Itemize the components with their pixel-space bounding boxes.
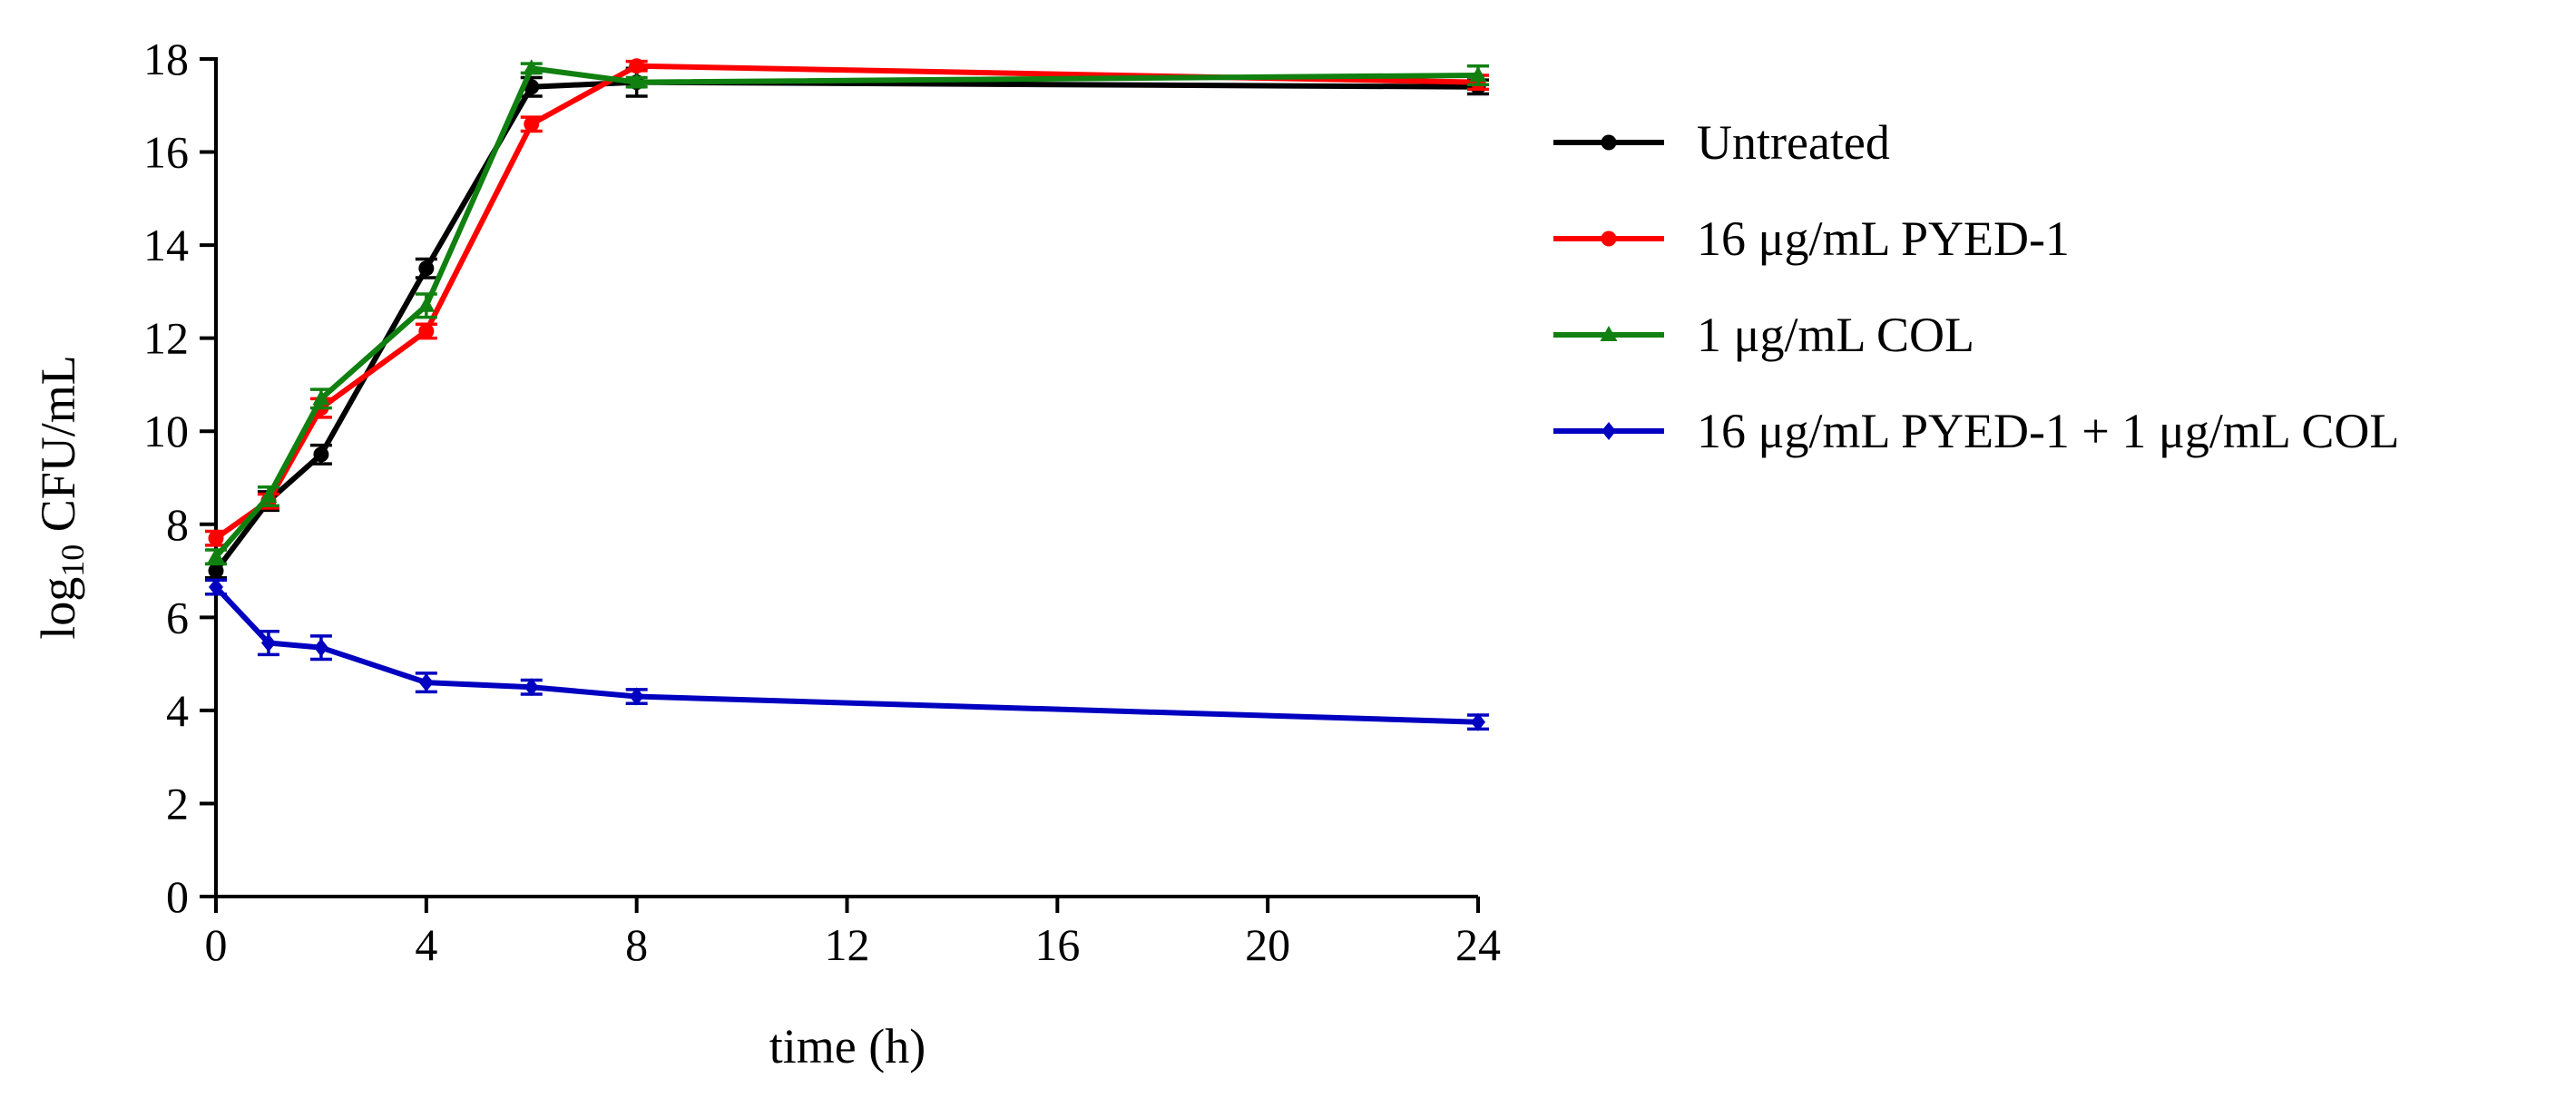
legend-label-1-g-ml-col: 1 μg/mL COL [1697,308,1974,362]
legend-label-16-g-ml-pyed-1-1-g-ml-col: 16 μg/mL PYED-1 + 1 μg/mL COL [1697,404,2399,458]
y-tick-label-0: 0 [166,871,189,922]
x-tick-label-0: 0 [205,919,228,970]
legend-swatch-marker [1600,326,1618,341]
y-tick-label-6: 6 [166,592,189,642]
legend-swatch-marker [1601,422,1616,440]
data-point-untreated-3 [418,260,435,277]
legend-item-untreated: Untreated [1553,115,1890,170]
legend-swatch-marker [1601,230,1617,247]
y-tick-label-14: 14 [143,220,189,270]
y-tick-label-12: 12 [143,313,189,364]
y-tick-label-10: 10 [143,406,189,456]
x-tick-label-12: 12 [825,919,870,970]
x-tick-label-20: 20 [1245,919,1290,970]
legend-label-16-g-ml-pyed-1: 16 μg/mL PYED-1 [1697,211,2070,266]
y-tick-label-2: 2 [166,778,189,828]
series-untreated [205,66,1489,580]
y-tick-label-18: 18 [143,34,189,84]
data-point-16-g-ml-pyed-1-1-g-ml-col-1 [260,633,276,652]
series-16-g-ml-pyed-1-1-g-ml-col [205,578,1489,731]
series-1-g-ml-col [205,59,1489,566]
x-tick-label-24: 24 [1455,919,1501,970]
legend-item-1-g-ml-col: 1 μg/mL COL [1553,308,1974,362]
data-point-16-g-ml-pyed-1-1-g-ml-col-0 [209,578,223,597]
data-point-1-g-ml-col-1 [260,487,278,504]
data-point-16-g-ml-pyed-1-4 [524,116,540,132]
y-tick-label-4: 4 [166,685,189,736]
y-axis-label-subscript: 10 [54,544,91,577]
data-point-1-g-ml-col-4 [523,59,541,75]
data-point-1-g-ml-col-6 [1469,65,1487,82]
data-point-16-g-ml-pyed-1-5 [629,58,645,74]
legend-label-untreated: Untreated [1697,115,1890,170]
series-line-1-g-ml-col [213,65,1479,559]
y-tick-label-16: 16 [143,127,189,178]
data-point-16-g-ml-pyed-1-1-g-ml-col-3 [418,673,434,692]
legend-item-16-g-ml-pyed-1-1-g-ml-col: 16 μg/mL PYED-1 + 1 μg/mL COL [1553,404,2399,458]
data-point-1-g-ml-col-2 [312,389,330,406]
x-tick-label-16: 16 [1034,919,1080,970]
data-point-16-g-ml-pyed-1-0 [208,530,224,546]
y-axis-label-log: log [31,577,85,640]
plot-area [205,58,1489,731]
x-axis-label: time (h) [769,1019,926,1073]
y-axis-label-units: CFU/mL [31,355,85,544]
data-point-16-g-ml-pyed-1-1-g-ml-col-2 [313,638,328,657]
series-line-16-g-ml-pyed-1-1-g-ml-col [213,584,1479,725]
data-point-16-g-ml-pyed-1-1-g-ml-col-6 [1471,712,1485,731]
y-tick-label-8: 8 [166,499,189,550]
data-point-1-g-ml-col-0 [207,547,225,564]
legend: Untreated 16 μg/mL PYED-1 1 μg/mL COL 16 μg… [1553,115,2399,458]
x-tick-label-4: 4 [415,919,437,970]
data-point-1-g-ml-col-3 [417,296,436,312]
data-point-1-g-ml-col-5 [628,73,646,89]
data-point-16-g-ml-pyed-1-1-g-ml-col-4 [524,678,539,697]
data-point-untreated-0 [208,563,224,579]
data-point-untreated-2 [313,446,329,463]
y-axis-label: log10 CFU/mL [31,355,91,640]
legend-swatch-marker [1601,134,1617,151]
legend-item-16-g-ml-pyed-1: 16 μg/mL PYED-1 [1553,211,2070,266]
data-point-16-g-ml-pyed-1-1-g-ml-col-5 [629,687,644,706]
data-point-16-g-ml-pyed-1-3 [418,323,435,339]
series-16-g-ml-pyed-1 [205,58,1489,547]
x-tick-label-8: 8 [625,919,648,970]
